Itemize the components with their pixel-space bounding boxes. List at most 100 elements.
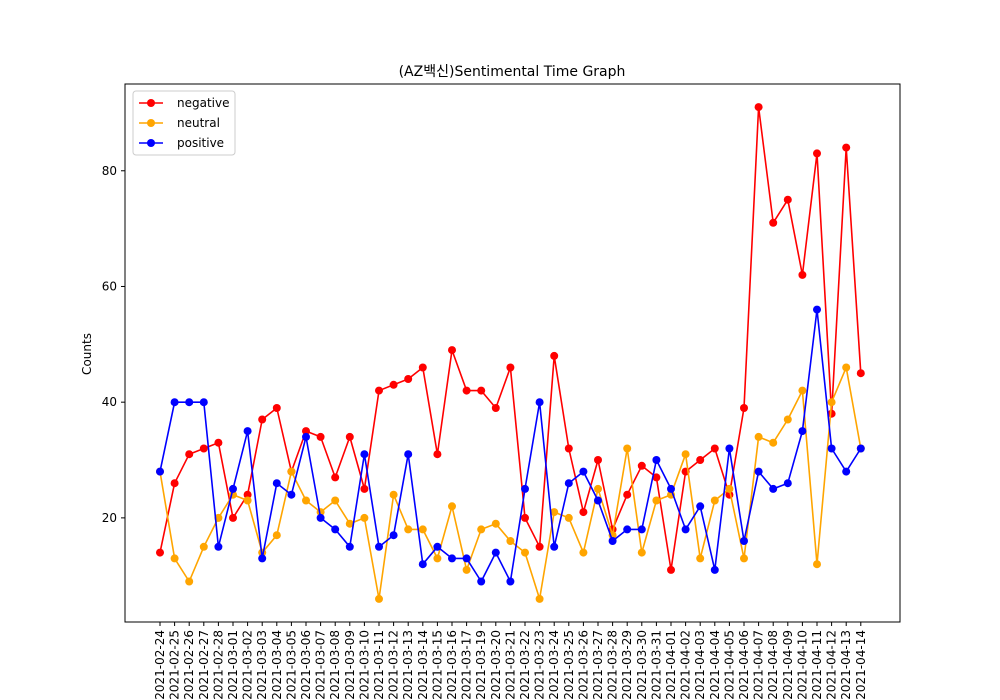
- data-point: [491, 404, 500, 412]
- data-point: [375, 542, 383, 551]
- data-point: [331, 525, 340, 534]
- legend-entry-negative: negative: [139, 96, 229, 110]
- data-point: [696, 554, 705, 563]
- data-point: [462, 386, 471, 395]
- series-negative: [156, 103, 865, 574]
- data-point: [185, 398, 194, 407]
- data-point: [637, 548, 646, 557]
- data-point: [696, 502, 705, 511]
- data-point: [783, 415, 792, 424]
- data-point: [462, 554, 471, 563]
- data-point: [769, 438, 778, 447]
- x-tick-label: 2021-02-24: [153, 630, 167, 700]
- data-point: [214, 438, 223, 447]
- data-point: [272, 404, 281, 412]
- x-tick-label: 2021-03-21: [503, 630, 517, 700]
- data-point: [477, 577, 486, 586]
- data-point: [214, 542, 223, 551]
- data-point: [535, 594, 544, 603]
- data-point: [681, 450, 690, 459]
- data-point: [199, 444, 208, 453]
- x-tick-label: 2021-03-26: [576, 630, 590, 700]
- x-tick-label: 2021-03-13: [401, 630, 415, 700]
- data-point: [506, 577, 515, 586]
- data-point: [623, 444, 632, 453]
- y-tick-label: 80: [102, 164, 117, 178]
- data-point: [302, 496, 310, 505]
- data-point: [360, 513, 369, 522]
- y-tick-label: 40: [102, 395, 117, 409]
- data-point: [564, 479, 573, 488]
- x-tick-label: 2021-04-03: [693, 630, 707, 700]
- x-tick-label: 2021-03-09: [343, 630, 357, 700]
- data-point: [170, 554, 179, 563]
- data-point: [477, 386, 486, 395]
- data-point: [462, 565, 471, 574]
- data-point: [521, 513, 529, 522]
- x-tick-label: 2021-03-29: [620, 630, 634, 700]
- data-point: [842, 467, 851, 476]
- data-point: [156, 467, 164, 476]
- x-tick-label: 2021-03-27: [591, 630, 605, 700]
- x-axis: 2021-02-24 2021-02-25 2021-02-26 2021-02-27…: [153, 622, 868, 700]
- data-point: [448, 502, 456, 511]
- series-layer: [156, 103, 865, 603]
- data-point: [302, 432, 310, 441]
- data-point: [448, 554, 456, 563]
- legend-marker: [147, 119, 155, 127]
- data-point: [535, 542, 544, 551]
- data-point: [579, 548, 588, 557]
- data-point: [564, 444, 573, 453]
- legend-label: positive: [177, 136, 224, 150]
- data-point: [754, 467, 763, 476]
- data-point: [477, 525, 486, 534]
- x-tick-label: 2021-03-28: [606, 630, 620, 700]
- x-tick-label: 2021-03-06: [299, 630, 313, 700]
- data-point: [331, 473, 340, 482]
- x-tick-label: 2021-04-10: [795, 630, 809, 700]
- data-point: [506, 537, 515, 545]
- x-tick-label: 2021-03-17: [460, 630, 474, 700]
- data-point: [725, 484, 734, 493]
- data-point: [798, 386, 807, 395]
- x-tick-label: 2021-04-13: [839, 630, 853, 700]
- x-tick-label: 2021-04-12: [825, 630, 839, 700]
- data-point: [550, 508, 559, 517]
- x-tick-label: 2021-04-07: [752, 630, 766, 700]
- x-tick-label: 2021-03-08: [328, 630, 342, 700]
- data-point: [813, 149, 821, 158]
- data-point: [740, 404, 748, 412]
- series-positive: [156, 305, 865, 586]
- data-point: [856, 444, 865, 453]
- x-tick-label: 2021-03-04: [270, 630, 284, 700]
- data-point: [594, 456, 602, 464]
- x-tick-label: 2021-02-27: [197, 630, 211, 700]
- data-point: [360, 450, 369, 459]
- data-point: [798, 270, 807, 279]
- data-point: [345, 542, 354, 551]
- x-tick-label: 2021-04-01: [664, 630, 678, 700]
- x-tick-label: 2021-03-11: [372, 630, 386, 700]
- data-point: [345, 432, 354, 441]
- data-point: [667, 565, 675, 574]
- legend: negative neutral positive: [132, 90, 236, 156]
- y-axis-label: Counts: [80, 333, 94, 375]
- data-point: [316, 432, 325, 441]
- data-point: [623, 525, 632, 534]
- data-point: [389, 380, 398, 389]
- data-point: [710, 496, 719, 505]
- data-point: [185, 577, 194, 586]
- data-point: [302, 427, 310, 436]
- data-point: [608, 537, 617, 545]
- data-point: [696, 456, 705, 464]
- data-point: [433, 554, 442, 563]
- data-point: [448, 346, 456, 355]
- data-point: [769, 218, 778, 227]
- data-point: [667, 484, 675, 493]
- data-point: [287, 467, 296, 476]
- data-point: [506, 363, 515, 372]
- series-neutral: [156, 363, 865, 603]
- data-point: [564, 513, 573, 522]
- x-tick-label: 2021-04-11: [810, 630, 824, 700]
